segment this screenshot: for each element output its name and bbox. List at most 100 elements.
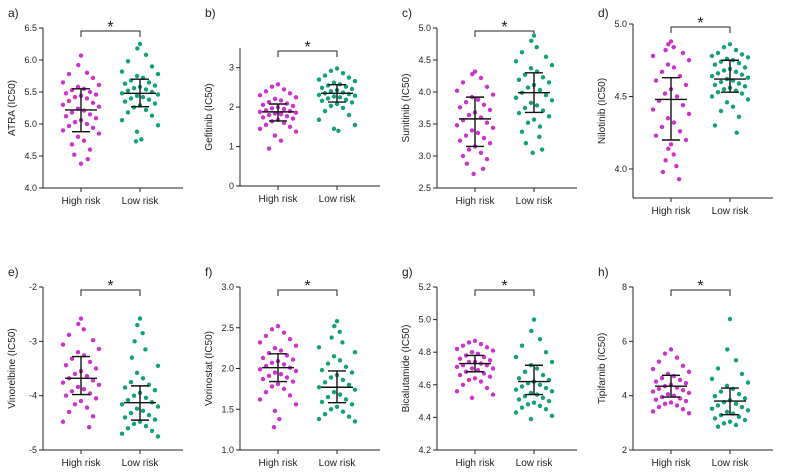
data-point xyxy=(325,96,331,101)
data-point xyxy=(272,96,278,102)
data-point xyxy=(119,117,125,123)
data-point xyxy=(319,85,325,91)
data-point xyxy=(72,152,77,157)
data-point xyxy=(284,114,290,119)
data-point xyxy=(528,416,534,422)
data-point xyxy=(287,336,293,342)
data-point xyxy=(278,138,284,143)
data-point xyxy=(665,392,671,397)
data-point xyxy=(257,93,263,98)
y-axis-label: Sunitinib (IC50) xyxy=(401,74,412,143)
data-point xyxy=(87,89,93,95)
data-point xyxy=(96,131,102,136)
panel-label: h) xyxy=(598,265,609,279)
data-point xyxy=(260,376,266,382)
data-point xyxy=(316,345,322,350)
data-point xyxy=(90,75,96,81)
data-point xyxy=(745,75,751,80)
data-point xyxy=(680,103,686,108)
data-point xyxy=(715,71,721,76)
data-point xyxy=(549,389,555,394)
chart-panel-c: c) 2.5 3.0 3.5 4.0 4.5 5.0 Sunitinib (IC50) High… xyxy=(401,6,577,207)
data-point xyxy=(316,416,322,422)
data-point xyxy=(293,95,299,100)
data-point xyxy=(271,424,277,430)
data-point xyxy=(81,327,86,332)
data-point xyxy=(531,33,537,38)
data-point xyxy=(266,350,272,356)
data-point xyxy=(478,150,484,155)
data-point xyxy=(352,350,358,355)
data-point xyxy=(119,91,125,96)
data-point xyxy=(90,125,96,131)
data-point xyxy=(715,424,721,429)
chart-panel-h: h) 2 4 6 8 Tipifarnib (IC50) High risk Low risk… xyxy=(597,265,773,469)
data-point xyxy=(269,106,275,111)
data-point xyxy=(464,161,470,166)
data-point xyxy=(269,360,275,365)
significance-bracket xyxy=(670,289,731,296)
x-tick-label: Low risk xyxy=(122,458,160,469)
data-point xyxy=(322,411,328,417)
data-point xyxy=(712,394,718,399)
data-point xyxy=(284,375,290,380)
data-point xyxy=(69,356,75,361)
y-tick-label: 4 xyxy=(622,391,627,401)
data-point xyxy=(336,128,341,133)
data-point xyxy=(472,338,478,343)
y-tick-label: 4.0 xyxy=(24,183,37,193)
data-point xyxy=(96,104,102,109)
data-point xyxy=(277,416,282,422)
data-point xyxy=(275,323,281,329)
data-point xyxy=(469,395,475,401)
y-tick-label: 4.6 xyxy=(418,380,431,390)
y-tick-label: -2 xyxy=(29,282,37,292)
data-point xyxy=(663,158,668,163)
data-point xyxy=(269,84,275,89)
data-point xyxy=(78,316,84,321)
data-point xyxy=(133,139,139,144)
data-point xyxy=(686,58,692,63)
data-point xyxy=(730,386,736,392)
data-point xyxy=(534,45,539,50)
data-point xyxy=(528,100,534,106)
data-point xyxy=(134,129,140,134)
data-point xyxy=(69,389,75,394)
data-point xyxy=(540,108,546,113)
data-point xyxy=(718,389,724,394)
data-point xyxy=(343,364,349,370)
data-point xyxy=(81,138,87,143)
data-point xyxy=(463,133,469,138)
data-point xyxy=(529,328,534,334)
data-point xyxy=(466,147,472,152)
y-tick-label: 4.5 xyxy=(614,92,627,102)
data-point xyxy=(650,389,656,394)
data-point xyxy=(75,350,81,355)
data-point xyxy=(93,92,99,97)
data-point xyxy=(346,382,352,387)
data-point xyxy=(143,52,149,58)
data-point xyxy=(272,345,278,351)
data-point xyxy=(346,91,352,97)
data-point xyxy=(683,398,689,404)
data-point xyxy=(290,379,296,384)
data-point xyxy=(543,54,549,59)
data-point xyxy=(349,86,355,92)
data-point xyxy=(721,87,727,92)
data-point xyxy=(522,105,528,111)
data-point xyxy=(319,98,325,104)
data-point xyxy=(721,68,727,73)
data-point xyxy=(352,387,358,392)
significance-star: * xyxy=(107,19,113,36)
data-point xyxy=(516,77,522,83)
y-tick-label: 4.5 xyxy=(418,55,431,65)
x-tick-label: Low risk xyxy=(516,196,554,207)
chart-panel-d: d) 4.0 4.5 5.0 Nilotinib (IC50) High risk Low … xyxy=(597,6,773,217)
data-point xyxy=(66,98,72,104)
data-point xyxy=(513,410,519,415)
data-point xyxy=(668,347,674,352)
data-point xyxy=(287,393,293,398)
data-point xyxy=(540,75,546,80)
data-point xyxy=(709,74,715,79)
data-point xyxy=(269,384,275,389)
